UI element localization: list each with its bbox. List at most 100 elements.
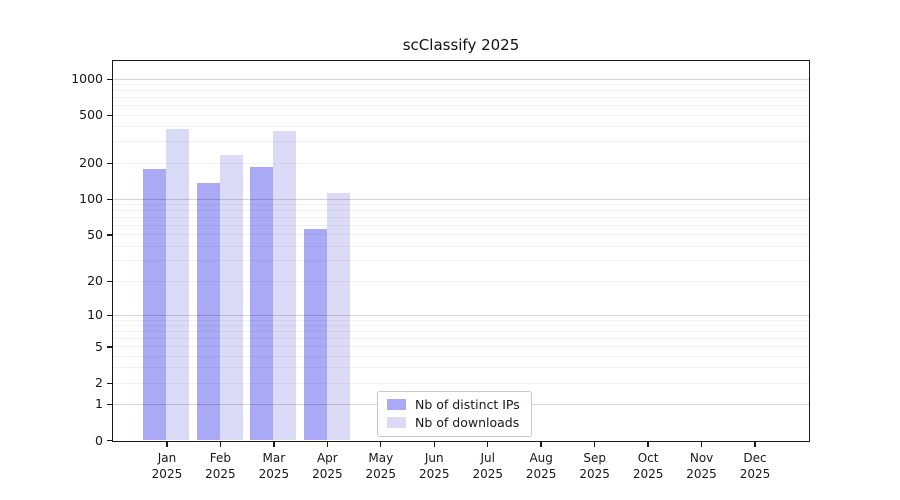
x-tick-mark: [540, 442, 542, 447]
x-tick-year: 2025: [365, 467, 397, 481]
y-tick-label: 10: [87, 307, 103, 323]
gridline-minor: [113, 114, 809, 116]
y-tick-mark: [107, 314, 112, 316]
x-tick-year: 2025: [205, 467, 236, 481]
gridline-minor: [113, 224, 809, 226]
x-tick-month: Aug: [529, 451, 553, 465]
y-tick-label: 500: [79, 107, 103, 123]
y-tick-mark: [107, 162, 112, 164]
x-tick-month: Mar: [262, 451, 286, 465]
bars-layer: [113, 61, 809, 441]
x-tick-year: 2025: [312, 467, 343, 481]
x-tick-year: 2025: [632, 467, 664, 481]
x-tick-month: Sep: [583, 451, 606, 465]
x-tick-year: 2025: [418, 467, 450, 481]
x-tick-mark: [593, 442, 596, 447]
x-tick-month: Feb: [209, 451, 232, 465]
bar-downloads: [166, 129, 190, 440]
x-tick-label: Sep 2025: [565, 450, 625, 482]
legend-swatch-icon: [387, 417, 406, 428]
x-tick-year: 2025: [739, 467, 771, 481]
x-tick-mark: [326, 442, 329, 447]
gridline-minor: [113, 260, 809, 262]
x-tick-label: Apr 2025: [297, 450, 357, 482]
x-tick-mark: [433, 442, 435, 447]
y-tick-mark: [107, 346, 112, 348]
x-tick-month: Jun: [424, 451, 444, 465]
y-tick-label: 1000: [71, 71, 103, 87]
grid-layer: [113, 61, 809, 441]
bar-downloads: [326, 193, 350, 440]
gridline-minor: [113, 338, 809, 340]
x-tick-label: Jun 2025: [404, 450, 464, 482]
x-tick-label: Jul 2025: [458, 450, 518, 482]
x-tick-mark: [647, 442, 649, 447]
legend-label: Nb of distinct IPs: [415, 397, 520, 412]
x-tick-year: 2025: [686, 467, 717, 481]
x-tick-month: Nov: [689, 451, 714, 465]
x-tick-year: 2025: [525, 467, 557, 481]
y-tick-mark: [107, 198, 112, 200]
gridline-minor: [113, 90, 809, 92]
y-tick-mark: [107, 280, 112, 283]
legend-label: Nb of downloads: [415, 415, 520, 430]
y-tick-mark: [107, 440, 112, 442]
y-tick-label: 5: [95, 338, 103, 354]
gridline-minor: [113, 84, 809, 86]
y-tick-mark: [107, 382, 112, 384]
gridline-minor: [113, 210, 809, 212]
gridline-minor: [113, 204, 809, 206]
x-tick-mark: [219, 442, 222, 447]
gridline-minor: [113, 245, 809, 247]
x-tick-label: Feb 2025: [190, 450, 250, 482]
gridline-minor: [113, 325, 809, 327]
chart-title: scClassify 2025: [402, 36, 520, 54]
gridline-major: [113, 78, 809, 80]
x-tick-label: Jan 2025: [137, 450, 197, 482]
gridline-minor: [113, 331, 809, 333]
y-tick-mark: [107, 234, 112, 236]
bar-distinct-ips: [250, 167, 274, 440]
gridline-minor: [113, 141, 809, 143]
x-tick-label: May 2025: [351, 450, 411, 482]
x-tick-year: 2025: [472, 467, 503, 481]
gridline-major: [113, 198, 809, 200]
x-tick-month: Jan: [157, 451, 177, 465]
x-tick-year: 2025: [579, 467, 610, 481]
x-tick-mark: [380, 442, 382, 447]
x-tick-year: 2025: [151, 467, 183, 481]
legend-item-downloads: Nb of downloads: [387, 415, 520, 430]
x-tick-month: Apr: [316, 451, 338, 465]
bar-downloads: [219, 154, 243, 440]
gridline-minor: [113, 367, 809, 369]
gridline-minor: [113, 105, 809, 107]
x-tick-mark: [273, 442, 275, 447]
y-tick-label: 1: [95, 396, 103, 412]
bar-distinct-ips: [303, 229, 327, 440]
gridline-minor: [113, 97, 809, 99]
legend-item-distinct-ips: Nb of distinct IPs: [387, 397, 520, 412]
gridline-minor: [113, 346, 809, 348]
x-tick-label: Nov 2025: [672, 450, 732, 482]
plot-inner: [113, 61, 809, 441]
y-tick-label: 2: [95, 375, 103, 391]
x-tick-year: 2025: [258, 467, 290, 481]
x-tick-mark: [700, 442, 703, 447]
gridline-minor: [113, 234, 809, 236]
x-tick-label: Aug 2025: [511, 450, 571, 482]
y-tick-label: 100: [79, 191, 103, 207]
x-tick-month: Jul: [480, 451, 495, 465]
gridline-minor: [113, 382, 809, 384]
y-tick-label: 50: [87, 226, 103, 242]
x-tick-mark: [166, 442, 168, 447]
gridline-minor: [113, 217, 809, 218]
gridline-minor: [113, 162, 809, 164]
x-tick-mark: [487, 442, 489, 447]
gridline-major: [113, 314, 809, 316]
bar-distinct-ips: [143, 168, 167, 440]
bar-downloads: [273, 131, 297, 440]
bar-distinct-ips: [196, 182, 220, 440]
x-tick-month: Oct: [637, 451, 659, 465]
y-tick-mark: [107, 403, 112, 406]
